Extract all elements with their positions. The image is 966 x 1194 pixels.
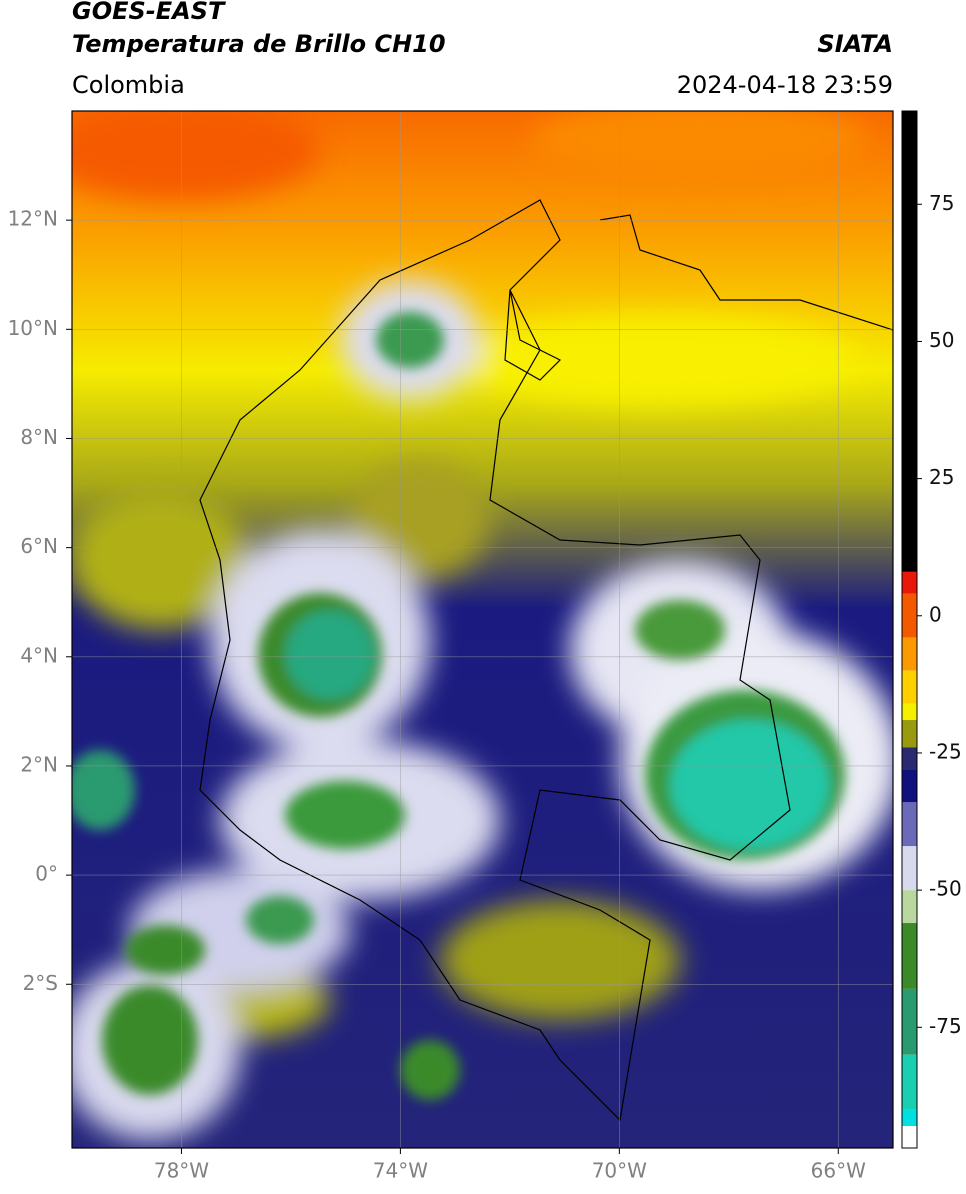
colorbar-tick-label: 75 — [929, 191, 954, 215]
grid — [72, 111, 893, 1148]
x-tick-label: 70°W — [592, 1159, 647, 1183]
x-tick-label: 74°W — [373, 1159, 428, 1183]
colorbar-segment — [902, 747, 917, 770]
colorbar-tick-label: -50 — [929, 877, 962, 901]
colorbar-tick-label: -25 — [929, 739, 962, 763]
colorbar-segment — [902, 670, 917, 704]
y-tick-label: 2°N — [20, 752, 58, 776]
region: Colombia — [72, 71, 185, 99]
colorbar-segment — [902, 111, 917, 572]
source: SIATA — [817, 30, 893, 58]
y-tick-label: 12°N — [8, 207, 58, 231]
colorbar-segment — [902, 890, 917, 924]
datetime: 2024-04-18 23:59 — [677, 71, 893, 99]
colorbar-segment — [902, 571, 917, 594]
colorbar-segment — [902, 802, 917, 847]
colorbar-tick-label: 25 — [929, 465, 954, 489]
title: GOES-EAST — [72, 0, 226, 25]
colorbar-tick-label: 0 — [929, 602, 942, 626]
colorbar-segment — [902, 1054, 917, 1110]
x-tick-label: 78°W — [154, 1159, 209, 1183]
y-tick-label: 10°N — [8, 316, 58, 340]
colorbar-segment — [902, 1109, 917, 1127]
colorbar-segment — [902, 720, 917, 748]
subtitle: Temperatura de Brillo CH10 — [72, 30, 446, 58]
colorbar-frame — [901, 110, 918, 1149]
y-tick-label: 0° — [35, 862, 58, 886]
colorbar-segment — [902, 923, 917, 989]
y-tick-label: 4°N — [20, 643, 58, 667]
satellite-image — [72, 111, 893, 1148]
colorbar-segment — [902, 1126, 917, 1148]
y-tick-label: 8°N — [20, 425, 58, 449]
colorbar: 75 50 25 0 -25 -50 -75 — [901, 110, 962, 1149]
colorbar-segment — [902, 703, 917, 721]
colorbar-segment — [902, 988, 917, 1055]
colorbar-segment — [902, 846, 917, 891]
y-tick-label: 6°N — [20, 534, 58, 558]
x-tick-label: 66°W — [811, 1159, 866, 1183]
colorbar-segment — [902, 769, 917, 803]
colorbar-tick-label: 50 — [929, 328, 954, 352]
colorbar-segment — [902, 637, 917, 671]
colorbar-tick-label: -75 — [929, 1014, 962, 1038]
map-frame — [71, 110, 894, 1149]
y-tick-label: 2°S — [23, 971, 58, 995]
colorbar-segment — [902, 593, 917, 638]
